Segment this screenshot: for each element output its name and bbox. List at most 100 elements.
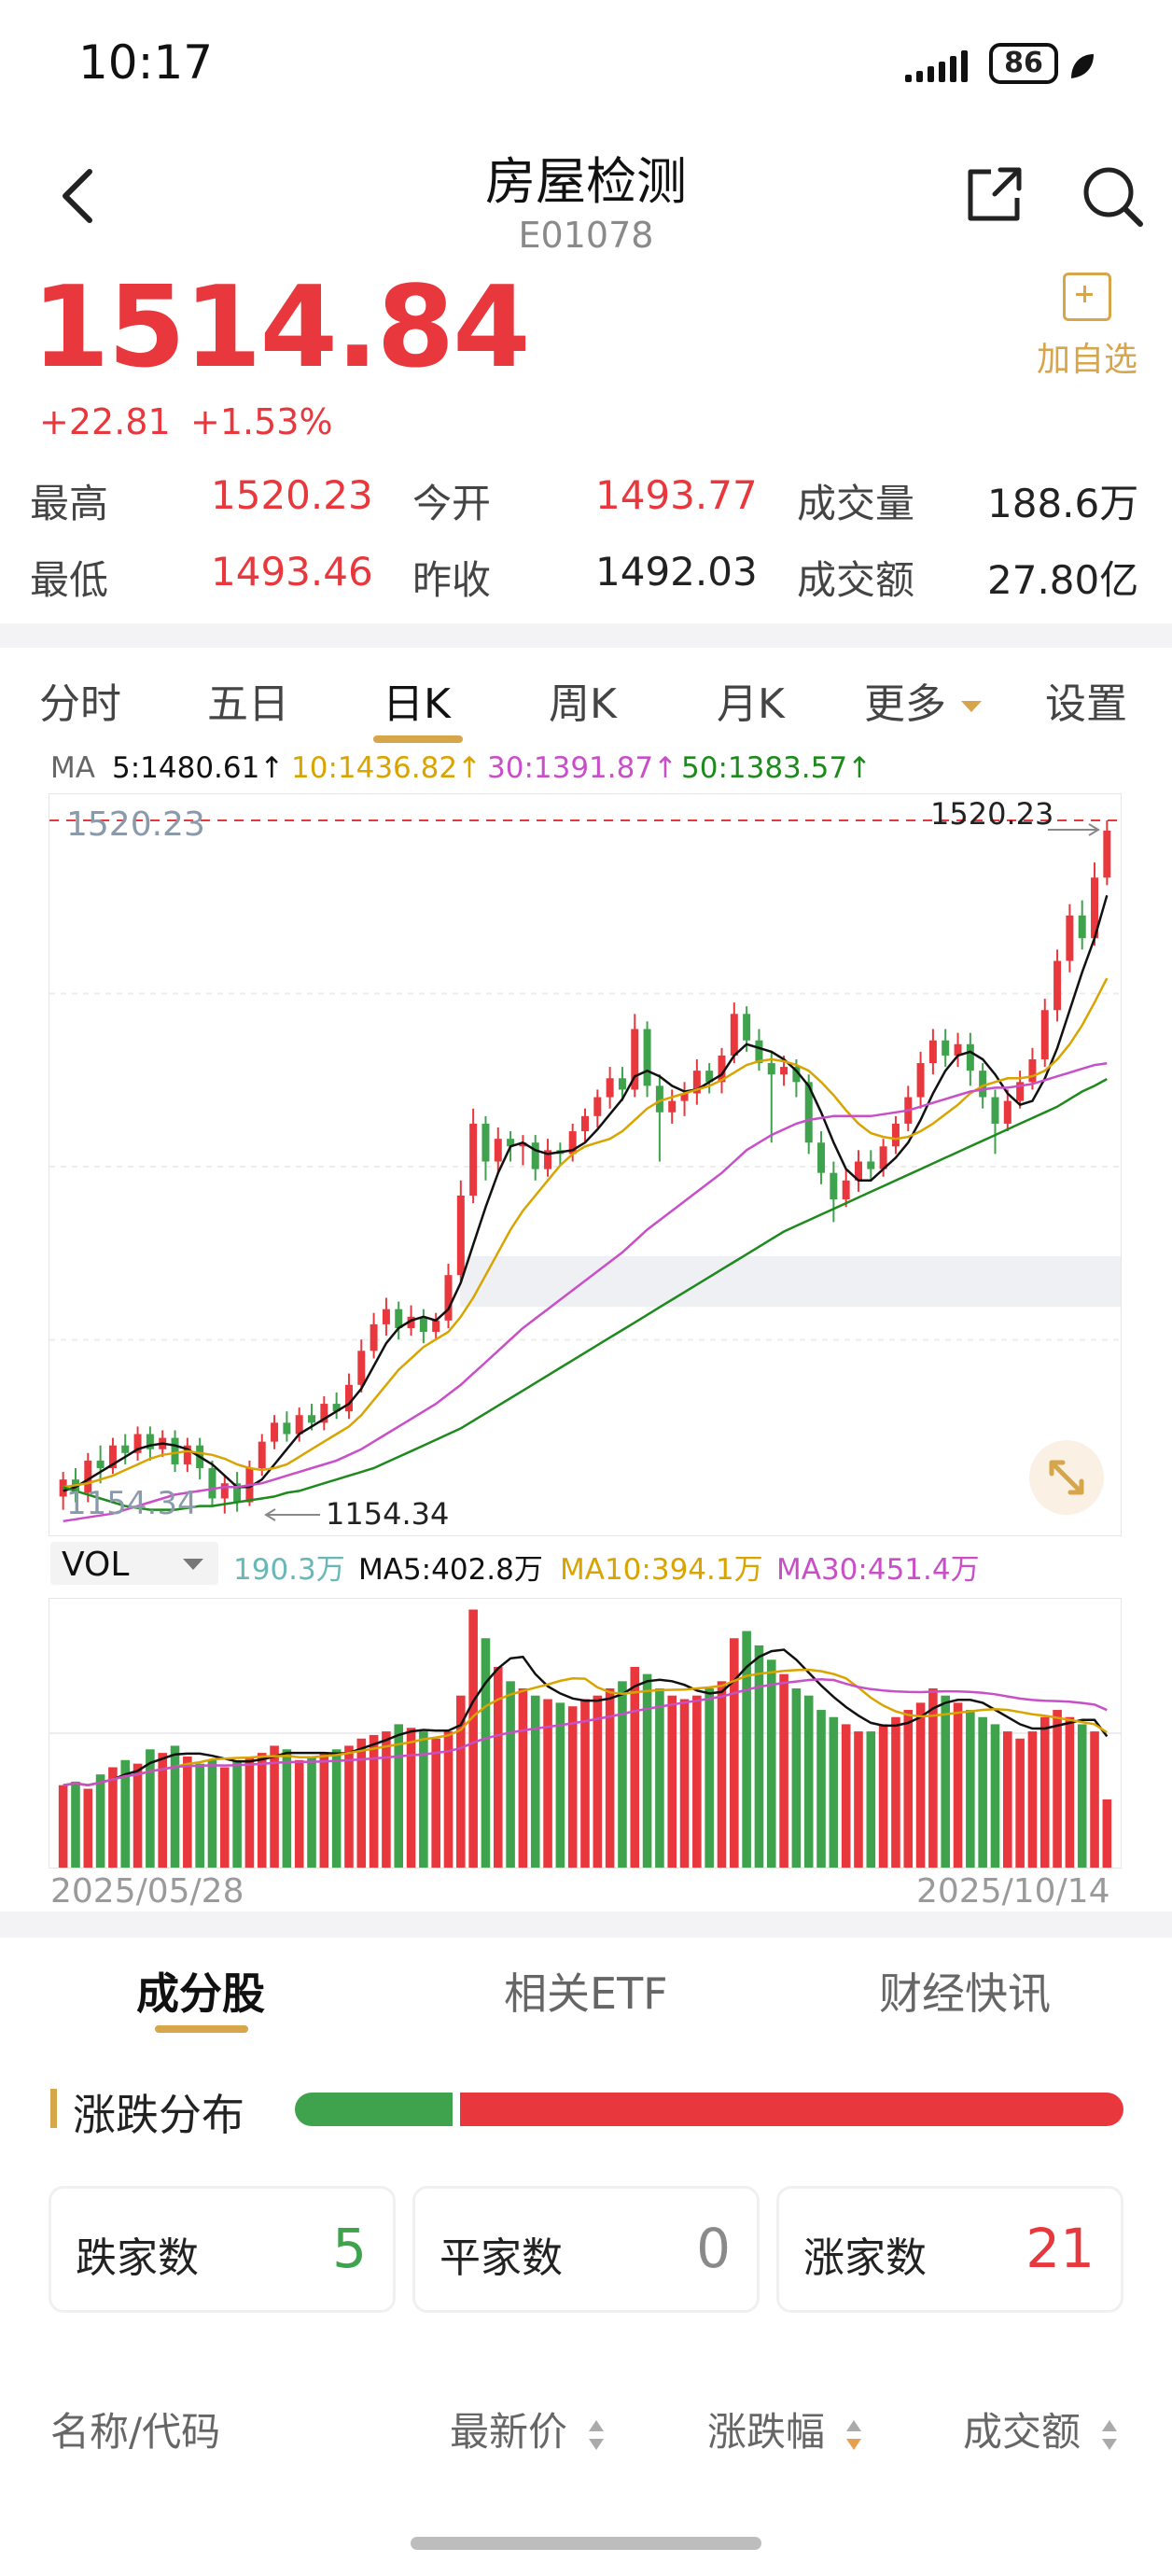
volume-bar xyxy=(1003,1731,1012,1868)
column-header-change[interactable]: 涨跌幅 xyxy=(707,2401,863,2457)
share-icon[interactable] xyxy=(963,164,1025,226)
search-icon[interactable] xyxy=(1081,164,1146,230)
vol-ma5-line xyxy=(63,1648,1109,1786)
expand-icon xyxy=(1049,1460,1084,1495)
tab-related-etf[interactable]: 相关ETF xyxy=(504,1968,668,2019)
volume-bar xyxy=(146,1749,155,1868)
stat-label-volume: 成交量 xyxy=(797,481,915,526)
tab-more[interactable]: 更多 xyxy=(864,670,984,730)
volume-bar xyxy=(605,1688,615,1868)
stat-label-open: 今开 xyxy=(412,481,492,526)
candle-body xyxy=(928,1040,937,1064)
tab-intraday[interactable]: 分时 xyxy=(39,680,121,728)
status-bar: 10:17 86 xyxy=(0,0,1172,131)
candle-body xyxy=(804,1082,813,1143)
volume-bar xyxy=(319,1753,329,1868)
tab-finance-news[interactable]: 财经快讯 xyxy=(879,1968,1051,2019)
stat-value-prev-close: 1492.03 xyxy=(595,549,758,595)
volume-bar xyxy=(915,1702,926,1868)
candle-body xyxy=(382,1309,390,1324)
candle-body xyxy=(507,1139,515,1147)
add-favorite-label: 加自选 xyxy=(1036,341,1137,379)
vol-selector-label: VOL xyxy=(62,1546,130,1584)
vol-ma30-line xyxy=(63,1678,1108,1786)
down-count-card[interactable]: 跌家数 5 xyxy=(49,2186,396,2313)
tab-weekly-k[interactable]: 周K xyxy=(549,680,617,728)
volume-bar xyxy=(133,1763,143,1868)
volume-bar xyxy=(83,1788,93,1868)
ma-line-ma10 xyxy=(63,977,1109,1489)
volume-bar xyxy=(232,1759,242,1868)
stat-value-amount: 27.80亿 xyxy=(987,557,1139,603)
vol-selector[interactable]: VOL xyxy=(50,1542,218,1585)
ma-line-ma5 xyxy=(63,894,1109,1492)
ma50-legend: 50:1383.57↑ xyxy=(681,751,872,785)
volume-bar xyxy=(730,1638,739,1868)
distribution-bar-up xyxy=(460,2093,1123,2126)
price-change-pct: +1.53% xyxy=(190,401,333,442)
up-count-card[interactable]: 涨家数 21 xyxy=(776,2186,1123,2313)
volume-bar xyxy=(667,1695,677,1868)
tab-constituents[interactable]: 成分股 xyxy=(136,1968,265,2019)
column-header-amount-label: 成交额 xyxy=(963,2409,1081,2455)
candle-body xyxy=(84,1460,92,1493)
status-time: 10:17 xyxy=(78,35,214,90)
candle-body xyxy=(432,1320,440,1333)
fullscreen-button[interactable] xyxy=(1029,1440,1104,1515)
leaf-icon xyxy=(1071,54,1094,78)
volume-bar xyxy=(170,1745,180,1868)
sort-icon xyxy=(1102,2419,1118,2450)
high-arrow xyxy=(1048,823,1100,836)
volume-bar xyxy=(779,1673,788,1868)
candle-body xyxy=(631,1029,639,1090)
stat-value-low: 1493.46 xyxy=(211,549,373,595)
volume-bar xyxy=(406,1728,416,1868)
column-header-price[interactable]: 最新价 xyxy=(450,2401,606,2457)
volume-bar xyxy=(580,1699,590,1868)
tab-daily-k[interactable]: 日K xyxy=(383,680,451,728)
volume-bar xyxy=(108,1767,118,1868)
tab-settings[interactable]: 设置 xyxy=(1045,680,1127,728)
candle-body xyxy=(854,1161,862,1181)
volume-bar xyxy=(803,1695,814,1868)
active-tab-indicator xyxy=(155,2025,248,2033)
shaded-band xyxy=(460,1255,1121,1308)
candle-body xyxy=(1103,830,1111,878)
home-indicator xyxy=(411,2537,761,2550)
candle-body xyxy=(133,1434,142,1453)
candle-body xyxy=(370,1323,378,1351)
stat-label-low: 最低 xyxy=(30,557,109,603)
volume-bar xyxy=(58,1785,68,1868)
candle-body xyxy=(991,1097,999,1124)
volume-bar xyxy=(555,1702,565,1868)
volume-bar xyxy=(219,1767,230,1868)
tab-more-label: 更多 xyxy=(864,680,946,728)
volume-chart[interactable] xyxy=(49,1598,1122,1869)
add-favorite-button[interactable]: 加自选 xyxy=(1036,273,1138,381)
volume-bar xyxy=(1027,1731,1038,1868)
candle-body xyxy=(295,1415,303,1435)
candle-body xyxy=(344,1384,353,1412)
tab-five-day[interactable]: 五日 xyxy=(207,680,289,728)
volume-bar xyxy=(593,1695,603,1868)
candle-body xyxy=(767,1063,775,1075)
volume-bar xyxy=(854,1731,863,1868)
flat-count-card[interactable]: 平家数 0 xyxy=(412,2186,760,2313)
column-header-amount[interactable]: 成交额 xyxy=(963,2401,1119,2457)
kline-chart[interactable]: 1520.23 1520.23 1154.34 1154.34 xyxy=(49,793,1122,1536)
candle-body xyxy=(308,1415,316,1423)
volume-bar xyxy=(717,1681,727,1868)
battery-icon: 86 xyxy=(989,43,1058,84)
candle-body xyxy=(916,1063,925,1098)
back-icon[interactable] xyxy=(56,166,103,226)
candle-body xyxy=(146,1434,154,1449)
volume-bar xyxy=(120,1759,131,1868)
volume-bar xyxy=(941,1695,951,1868)
vol-ma10: MA10:394.1万 xyxy=(560,1553,763,1587)
stat-value-high: 1520.23 xyxy=(211,472,373,518)
volume-bar xyxy=(692,1695,702,1868)
column-header-change-label: 涨跌幅 xyxy=(707,2409,826,2455)
column-header-name: 名称/代码 xyxy=(50,2409,221,2455)
volume-bar xyxy=(468,1609,478,1868)
tab-monthly-k[interactable]: 月K xyxy=(717,680,785,728)
